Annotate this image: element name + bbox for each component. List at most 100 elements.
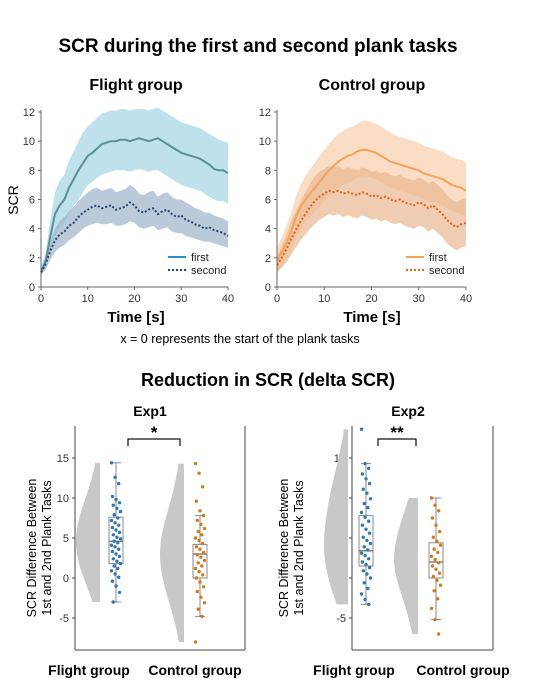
data-point [367, 466, 371, 471]
data-point [117, 554, 122, 559]
y-tick-label: 8 [29, 165, 35, 177]
data-point [362, 501, 366, 506]
y-tick-label: -5 [336, 613, 346, 625]
exp1-box-chart: 15 10 5 0 -5 SCR Difference Between1st and 2n… [25, 423, 246, 678]
y-tick-label: 0 [29, 282, 35, 294]
data-point [118, 509, 123, 514]
data-point [367, 565, 372, 570]
line-first [276, 148, 467, 262]
data-point [201, 513, 206, 518]
data-point [111, 533, 116, 537]
data-point [361, 535, 365, 539]
data-point [111, 503, 116, 507]
data-point [359, 510, 364, 515]
line-second [276, 189, 467, 266]
y-axis-label-line2: 1st and 2nd Plank Tasks [40, 480, 54, 615]
data-point [109, 461, 114, 465]
data-point [368, 576, 373, 580]
data-point [114, 584, 118, 588]
data-point [199, 522, 203, 527]
legend-first-label: first [429, 252, 447, 264]
data-point [200, 564, 204, 568]
data-point [195, 589, 199, 594]
data-point [201, 485, 205, 489]
data-point [365, 572, 369, 576]
data-point [359, 427, 364, 431]
x-tick-label: 30 [413, 293, 425, 305]
data-point [433, 617, 437, 622]
data-point [198, 509, 202, 513]
x-tick-label: 10 [318, 293, 330, 305]
data-point [196, 561, 200, 565]
y-axis-label-line1: SCR Difference Between [25, 479, 39, 618]
data-point [437, 529, 442, 534]
data-point [193, 566, 198, 571]
y-tick-label: 2 [29, 253, 35, 265]
data-point [114, 497, 118, 502]
data-point [434, 567, 438, 571]
data-point [114, 528, 118, 532]
data-point [363, 461, 367, 466]
flight-x-axis-label: Time [s] [107, 309, 164, 326]
data-point [200, 614, 204, 619]
data-point [116, 516, 120, 520]
category-label-flight: Flight group [48, 662, 130, 678]
y-tick-label: 4 [29, 224, 35, 236]
data-point [362, 581, 366, 585]
data-point [117, 590, 122, 595]
data-point [195, 553, 199, 557]
data-point [435, 578, 439, 583]
data-point [363, 597, 367, 602]
data-point [434, 523, 438, 527]
data-point [199, 555, 203, 559]
flight-y-axis-label: SCR [5, 185, 21, 215]
y-tick-label: 10 [23, 136, 35, 148]
x-tick-label: 10 [82, 293, 94, 305]
y-tick-label: 8 [265, 165, 271, 177]
data-point [367, 519, 371, 523]
data-point [113, 545, 117, 549]
data-point [364, 477, 368, 481]
data-point [112, 539, 116, 543]
data-point [201, 541, 205, 546]
data-point [202, 601, 207, 605]
data-point [117, 530, 122, 535]
y-tick-label: 10 [57, 493, 69, 505]
y-tick-label: 15 [57, 453, 69, 465]
box [428, 542, 444, 579]
data-point [194, 545, 199, 549]
band-second [41, 184, 228, 276]
significance-marker: ** [390, 423, 404, 442]
data-point [196, 607, 200, 611]
data-point [115, 506, 119, 511]
data-point [110, 549, 115, 554]
box [108, 516, 124, 565]
flight-panel-title: Flight group [89, 77, 183, 94]
data-point [359, 592, 364, 596]
band-first [277, 120, 466, 273]
data-point [366, 505, 370, 510]
violin-control [160, 463, 184, 642]
x-tick-label: 20 [128, 293, 140, 305]
significance-bracket [377, 438, 417, 446]
data-point [364, 527, 368, 531]
data-point [429, 606, 434, 611]
y-tick-label: -5 [59, 613, 69, 625]
y-tick-label: 0 [63, 573, 69, 585]
data-point [430, 516, 435, 520]
data-point [437, 571, 442, 575]
data-point [360, 560, 365, 564]
data-point [111, 557, 116, 561]
data-point [432, 589, 436, 593]
data-point [114, 552, 118, 556]
violin-control [394, 498, 418, 634]
data-point [194, 576, 199, 580]
data-point [115, 535, 119, 539]
data-point [202, 526, 207, 531]
data-point [364, 562, 368, 567]
data-point [110, 494, 115, 499]
data-point [367, 557, 371, 561]
band-first [41, 107, 228, 276]
violin-flight [76, 462, 100, 602]
